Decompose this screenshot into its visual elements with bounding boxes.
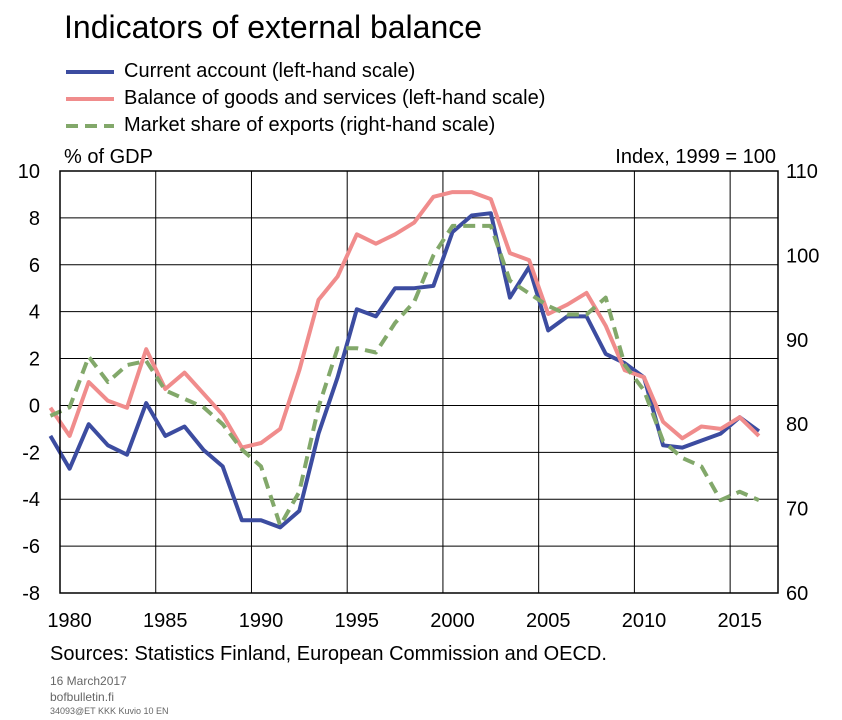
legend-swatch-current-account [66, 69, 114, 74]
series-line-2 [48, 190, 761, 450]
plot-frame [59, 170, 779, 594]
x-tick-label: 2015 [717, 610, 762, 632]
figure-code: 34093@ET KKK Kuvio 10 EN [50, 706, 169, 716]
website-link: bofbulletin.fi [50, 690, 115, 704]
x-tick-label: 2010 [622, 610, 667, 632]
y-tick-label-left: 8 [29, 208, 40, 230]
legend-swatch-market-share [66, 123, 114, 128]
x-tick-label: 2005 [526, 610, 571, 632]
y-tick-label-left: -2 [22, 442, 40, 464]
legend-item-current-account: Current account (left-hand scale) [64, 58, 545, 85]
y-tick-label-left: -6 [22, 536, 40, 558]
chart-tick-labels: -8 -6 -4 -2 0 2 4 6 8 10 60 70 80 90 100 110 1980 1985 199… [18, 161, 820, 632]
y-tick-label-left: 10 [18, 161, 40, 183]
y-tick-label-left: 0 [29, 395, 40, 417]
y-axis-label-left: % of GDP [64, 146, 153, 168]
chart-title: Indicators of external balance [64, 9, 483, 45]
legend-swatch-goods-services [66, 96, 114, 101]
y-tick-label-right: 100 [786, 245, 819, 267]
y-tick-label-left: 2 [29, 349, 40, 371]
legend-label-market-share: Market share of exports (right-hand scal… [124, 114, 496, 136]
chart-grid [60, 170, 778, 594]
x-tick-label: 1980 [47, 610, 92, 632]
y-tick-label-right: 110 [786, 161, 818, 183]
sources-note: Sources: Statistics Finland, European Co… [50, 643, 607, 665]
series-line-3 [49, 223, 760, 528]
y-axis-label-right: Index, 1999 = 100 [615, 146, 776, 168]
y-tick-label-left: -8 [22, 583, 40, 605]
x-tick-label: 1985 [143, 610, 188, 632]
publication-date: 16 March2017 [50, 674, 127, 688]
x-tick-label: 2000 [430, 610, 475, 632]
x-tick-label: 1995 [335, 610, 380, 632]
legend-item-goods-services: Balance of goods and services (left-hand… [64, 85, 545, 112]
legend-item-market-share: Market share of exports (right-hand scal… [64, 112, 545, 139]
legend-label-current-account: Current account (left-hand scale) [124, 60, 416, 82]
x-tick-label: 1990 [239, 610, 284, 632]
chart-series [48, 190, 761, 530]
y-tick-label-right: 80 [786, 414, 808, 436]
y-tick-label-right: 90 [786, 330, 808, 352]
chart-legend: Current account (left-hand scale) Balanc… [64, 58, 545, 139]
legend-label-goods-services: Balance of goods and services (left-hand… [124, 87, 546, 109]
y-tick-label-right: 60 [786, 583, 808, 605]
y-tick-label-left: -4 [22, 489, 40, 511]
y-tick-label-right: 70 [786, 499, 808, 521]
y-tick-label-left: 6 [29, 255, 40, 277]
y-tick-label-left: 4 [29, 302, 40, 324]
